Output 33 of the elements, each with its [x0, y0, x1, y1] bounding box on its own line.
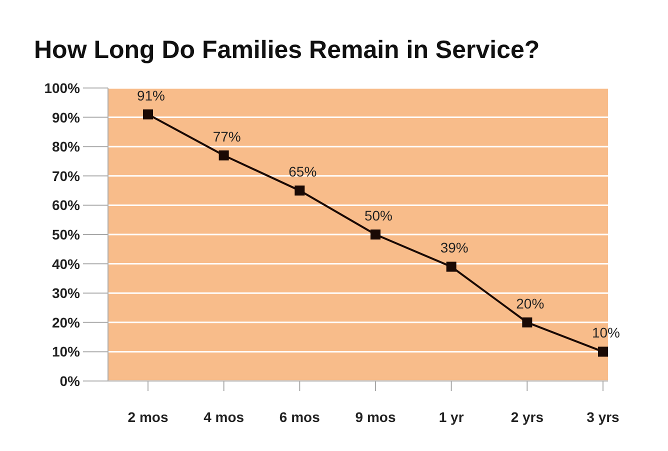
x-tick-label: 2 yrs [510, 409, 544, 425]
data-label: 91% [136, 87, 166, 104]
point [446, 262, 456, 272]
x-tick-label: 1 yr [438, 409, 464, 425]
y-tick-label: 20% [52, 314, 81, 330]
x-tick-label: 9 mos [355, 409, 396, 425]
point [143, 109, 153, 120]
point [370, 230, 380, 240]
y-tick-label: 80% [52, 138, 81, 155]
chart-title: How Long Do Families Remain in Service? [34, 36, 540, 64]
data-label: 65% [288, 164, 317, 180]
point [598, 346, 608, 357]
x-tick-label: 4 mos [204, 409, 244, 425]
point [218, 150, 229, 160]
data-label: 10% [592, 324, 620, 341]
point [522, 317, 532, 328]
y-tick-label: 100% [44, 80, 81, 96]
y-tick-label: 0% [60, 373, 81, 389]
y-tick-label: 90% [52, 109, 81, 126]
data-label: 20% [516, 295, 544, 312]
x-tick-label: 3 yrs [586, 409, 620, 425]
x-tick-label: 6 mos [279, 409, 320, 425]
y-tick-label: 30% [52, 285, 81, 302]
data-label: 39% [440, 240, 468, 256]
y-tick-label: 50% [52, 226, 81, 242]
y-tick-label: 40% [52, 256, 81, 272]
x-tick-label: 2 mos [128, 409, 168, 425]
y-tick-label: 60% [52, 197, 81, 214]
y-tick-label: 10% [52, 344, 81, 360]
point [294, 186, 305, 196]
data-label: 50% [364, 208, 393, 224]
data-label: 77% [212, 128, 241, 144]
y-tick-label: 70% [52, 168, 81, 184]
